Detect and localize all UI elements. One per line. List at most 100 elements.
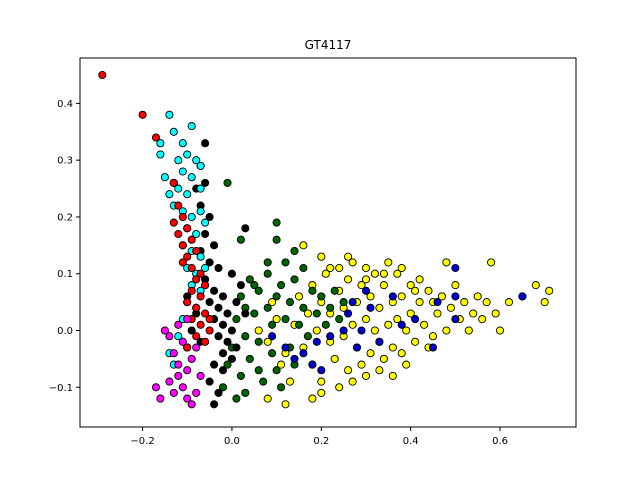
data-point <box>312 326 321 335</box>
x-tick-label: 0.0 <box>224 436 240 447</box>
data-point <box>366 349 375 358</box>
data-point <box>183 150 192 159</box>
y-tick-label: 0.4 <box>57 99 73 110</box>
data-point <box>192 332 201 341</box>
data-point <box>169 349 178 358</box>
x-tick-label: 0.6 <box>492 436 508 447</box>
data-point <box>178 241 187 250</box>
data-point <box>339 326 348 335</box>
data-point <box>263 269 272 278</box>
plot-area <box>80 58 576 427</box>
data-point <box>357 360 366 369</box>
data-point <box>210 360 219 369</box>
data-point <box>218 320 228 329</box>
data-point <box>335 263 344 273</box>
data-point <box>272 235 281 244</box>
data-point <box>196 371 205 380</box>
data-point <box>303 309 312 318</box>
data-point <box>344 252 353 261</box>
data-point <box>169 388 178 397</box>
data-point <box>317 292 326 301</box>
data-point <box>192 156 201 165</box>
data-point <box>187 400 196 409</box>
data-point <box>165 110 174 119</box>
data-point <box>201 139 210 148</box>
data-point <box>344 275 353 284</box>
data-point <box>428 343 438 352</box>
data-point <box>294 320 304 329</box>
data-point <box>183 394 192 403</box>
data-point <box>330 354 339 363</box>
data-point <box>151 383 161 392</box>
data-point <box>205 377 214 386</box>
data-point <box>156 150 165 159</box>
data-point <box>446 303 455 312</box>
data-point <box>218 292 228 301</box>
data-point <box>263 303 272 312</box>
data-point <box>268 349 277 358</box>
data-point <box>495 326 505 335</box>
data-point <box>415 298 424 307</box>
data-point <box>187 235 196 244</box>
data-point <box>214 303 223 312</box>
data-point <box>210 400 219 409</box>
data-point <box>285 377 295 386</box>
data-point <box>254 366 263 375</box>
data-point <box>174 360 183 369</box>
data-point <box>169 178 178 187</box>
data-point <box>160 173 169 182</box>
data-point <box>281 343 290 352</box>
data-points <box>98 70 554 409</box>
data-point <box>218 383 228 392</box>
data-point <box>482 298 491 307</box>
data-point <box>263 394 272 403</box>
data-point <box>98 70 107 80</box>
data-point <box>317 388 326 397</box>
data-point <box>375 303 384 312</box>
data-point <box>411 337 420 346</box>
data-point <box>370 326 379 335</box>
data-point <box>321 269 330 278</box>
data-point <box>442 258 451 267</box>
data-point <box>272 292 281 301</box>
data-point <box>183 190 192 199</box>
data-point <box>210 286 219 295</box>
data-point <box>201 263 210 273</box>
data-point <box>223 360 232 369</box>
data-point <box>223 337 232 346</box>
data-point <box>375 366 384 375</box>
data-point <box>308 394 317 403</box>
data-point <box>451 292 460 301</box>
data-point <box>294 292 304 301</box>
data-point <box>232 298 241 307</box>
data-point <box>196 252 205 261</box>
data-point <box>299 349 308 358</box>
data-point <box>201 337 210 346</box>
y-tick-label: 0.2 <box>57 212 73 223</box>
x-tick-label: 0.2 <box>313 436 329 447</box>
data-point <box>384 258 393 267</box>
data-point <box>178 383 187 392</box>
data-point <box>277 383 286 392</box>
data-point <box>192 303 201 312</box>
data-point <box>277 281 286 290</box>
chart-title: GT4117 <box>305 38 352 52</box>
data-point <box>379 269 388 278</box>
y-tick-label: 0.3 <box>57 156 73 167</box>
data-point <box>411 286 420 295</box>
data-point <box>236 235 245 244</box>
data-point <box>335 383 344 392</box>
data-point <box>187 122 196 131</box>
x-axis: −0.2 0.0 0.2 0.4 0.6 <box>130 427 508 447</box>
y-tick-label: 0.0 <box>57 326 73 337</box>
data-point <box>227 269 236 278</box>
data-point <box>192 229 201 239</box>
data-point <box>187 173 196 182</box>
data-point <box>420 320 429 329</box>
data-point <box>232 394 241 403</box>
data-point <box>174 229 183 239</box>
data-point <box>178 167 187 176</box>
data-point <box>348 298 357 307</box>
data-point <box>415 275 424 284</box>
data-point <box>201 178 210 187</box>
